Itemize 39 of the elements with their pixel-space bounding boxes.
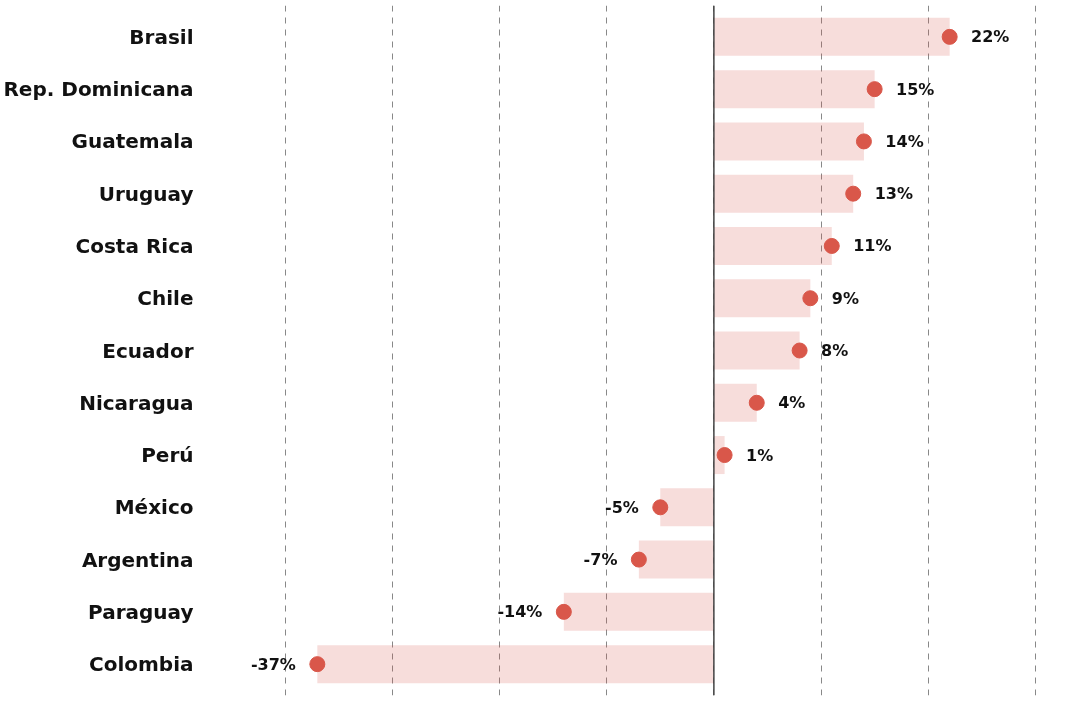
point: [802, 290, 819, 307]
y-tick-label: Perú: [141, 443, 194, 468]
data-label: 1%: [746, 445, 774, 465]
data-label: -7%: [583, 550, 618, 570]
data-label: 8%: [821, 341, 849, 360]
point: [855, 133, 872, 150]
y-tick-label: Argentina: [81, 547, 194, 572]
point: [309, 656, 326, 673]
data-label: -14%: [497, 602, 543, 622]
y-tick-label: Uruguay: [98, 181, 194, 206]
data-label: -5%: [605, 497, 639, 517]
y-tick-label: Costa Rica: [75, 233, 194, 258]
y-tick-label: Paraguay: [88, 599, 194, 624]
data-label: 13%: [874, 184, 913, 204]
y-tick-label: Brasil: [129, 24, 194, 49]
data-label: 22%: [971, 27, 1010, 47]
point: [823, 237, 840, 254]
data-label: 9%: [831, 288, 859, 308]
point: [555, 603, 572, 620]
data-label: 15%: [896, 79, 935, 99]
data-label: 14%: [885, 131, 924, 151]
point: [941, 28, 958, 45]
y-tick-label: Colombia: [88, 652, 194, 677]
data-label: 4%: [778, 393, 806, 413]
point: [652, 499, 669, 516]
point: [716, 447, 733, 464]
y-tick-label: México: [114, 495, 194, 520]
data-label: -37%: [250, 654, 296, 674]
y-tick-label: Rep. Dominicana: [3, 77, 194, 102]
y-tick-label: Chile: [137, 286, 194, 311]
point: [866, 81, 883, 98]
y-tick-label: Guatemala: [71, 129, 194, 154]
y-tick-label: Ecuador: [102, 338, 194, 363]
data-label: 11%: [853, 236, 892, 256]
y-tick-label: Nicaragua: [79, 390, 194, 415]
point: [748, 394, 765, 411]
point: [845, 185, 862, 202]
point: [791, 342, 808, 359]
point: [630, 551, 647, 568]
